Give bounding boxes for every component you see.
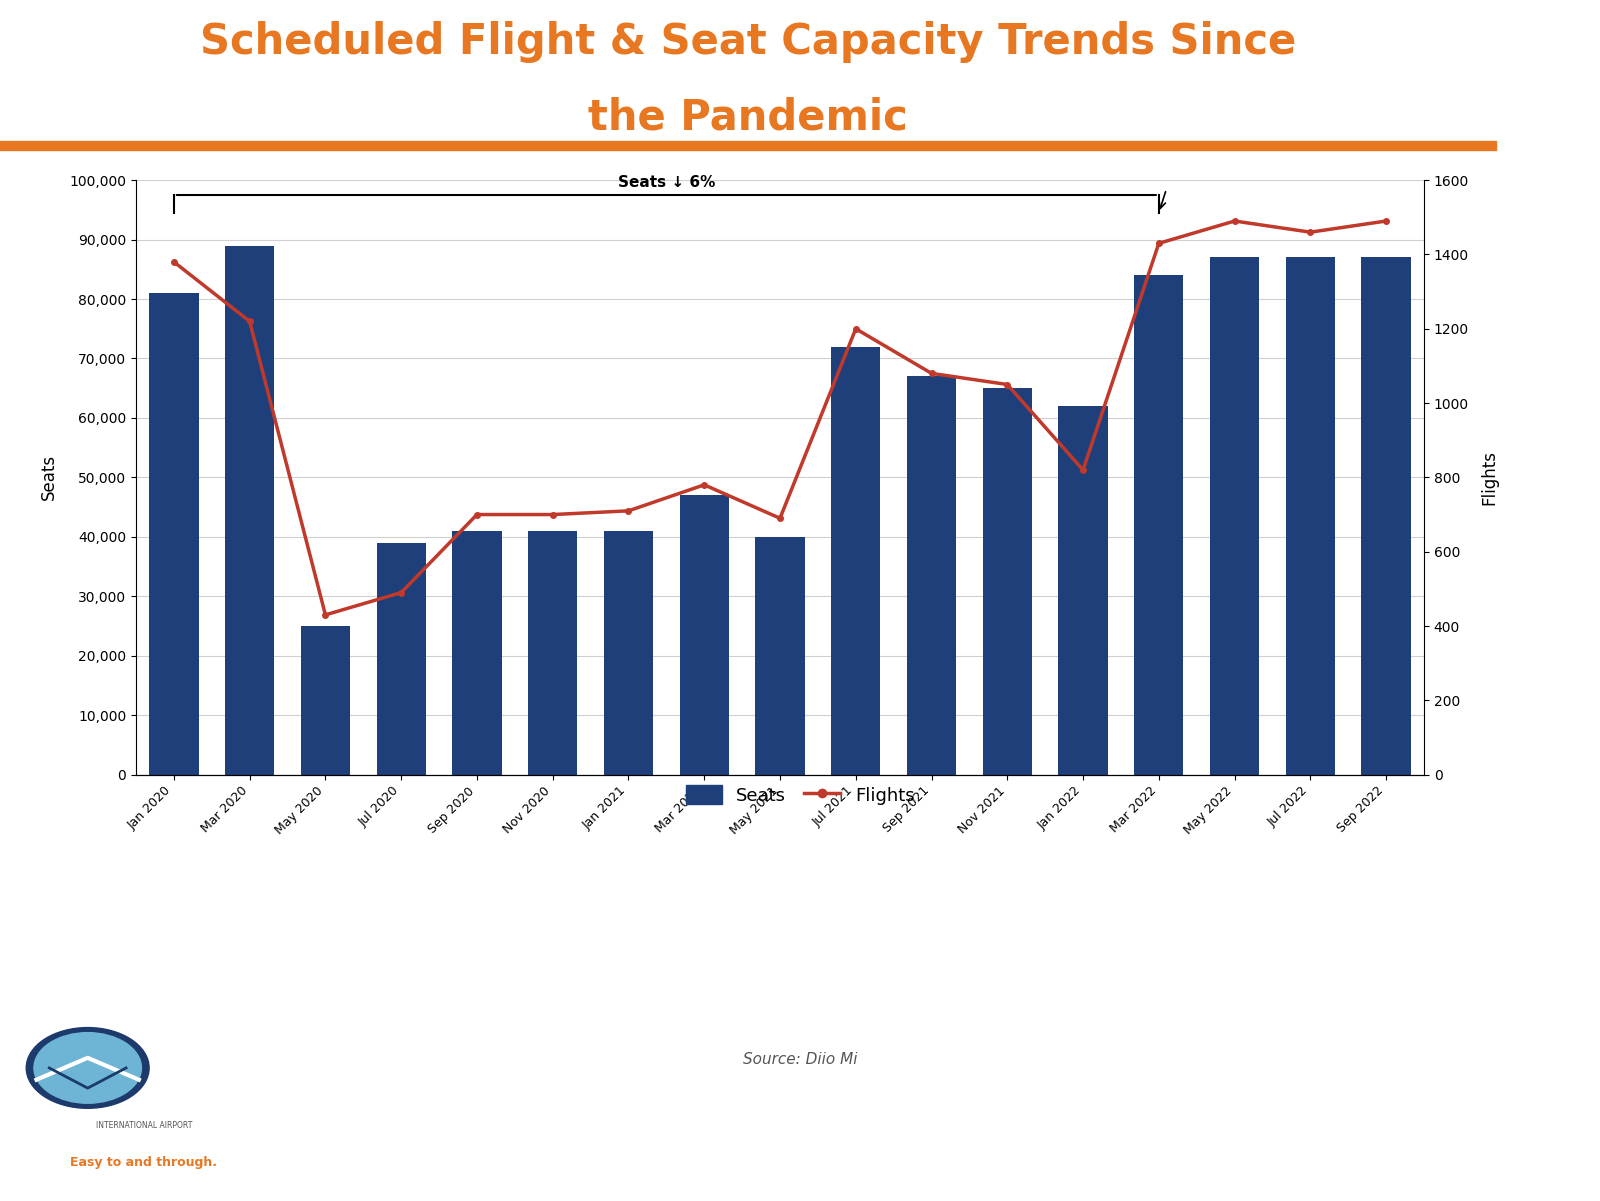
Bar xyxy=(376,543,426,775)
Bar xyxy=(528,531,578,775)
Bar xyxy=(1286,257,1334,775)
Bar xyxy=(1362,257,1411,775)
Bar xyxy=(830,347,880,775)
Circle shape xyxy=(34,1033,141,1104)
Bar xyxy=(0,142,1496,150)
Bar xyxy=(149,293,198,775)
Bar xyxy=(1134,275,1184,775)
Bar xyxy=(301,626,350,775)
Text: Recover at DAY is well underway. Current scheduled seats are only down 6% in Mar: Recover at DAY is well underway. Current… xyxy=(250,884,1294,930)
Text: Easy to and through.: Easy to and through. xyxy=(70,1155,218,1169)
Text: INTERNATIONAL AIRPORT: INTERNATIONAL AIRPORT xyxy=(96,1121,192,1130)
Y-axis label: Flights: Flights xyxy=(1480,450,1498,504)
Bar xyxy=(453,531,501,775)
Legend: Seats, Flights: Seats, Flights xyxy=(678,778,922,812)
Bar xyxy=(907,376,957,775)
Text: Source: Diio Mi: Source: Diio Mi xyxy=(742,1052,858,1068)
Bar xyxy=(226,245,274,775)
Bar xyxy=(1059,406,1107,775)
Bar xyxy=(982,388,1032,775)
Bar xyxy=(1210,257,1259,775)
Text: Scheduled Flight & Seat Capacity Trends Since: Scheduled Flight & Seat Capacity Trends … xyxy=(200,22,1296,62)
Bar xyxy=(755,537,805,775)
Text: Seats ↓ 6%: Seats ↓ 6% xyxy=(618,175,715,190)
Text: the Pandemic: the Pandemic xyxy=(589,96,907,138)
Bar xyxy=(603,531,653,775)
Bar xyxy=(680,495,730,775)
Circle shape xyxy=(26,1028,149,1109)
Y-axis label: Seats: Seats xyxy=(40,454,58,501)
